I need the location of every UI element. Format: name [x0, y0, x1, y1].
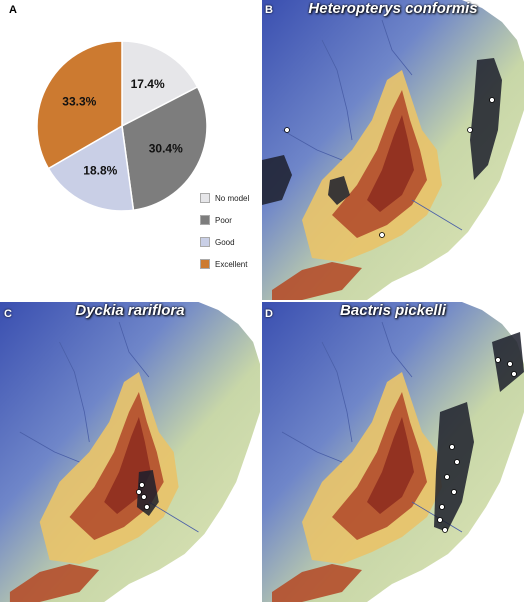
pie-label-poor: 30.4% [149, 142, 183, 156]
occurrence-point [444, 474, 450, 480]
species-title-d: Bactris pickelli [340, 302, 446, 319]
panel-label-c: C [4, 308, 12, 320]
pie-slice-good [47, 124, 135, 212]
occurrence-point [449, 444, 455, 450]
elevation-zone [367, 417, 414, 514]
predicted-distribution [328, 176, 350, 205]
species-title-b: Heteropterys conformis [308, 0, 478, 17]
map-panel-b: Heteropterys conformis [262, 0, 524, 300]
river-line [281, 129, 343, 161]
pie-slice-excellent [36, 40, 123, 170]
panel-label-d: D [265, 308, 273, 320]
occurrence-point [143, 504, 150, 510]
occurrence-point [467, 127, 473, 133]
occurrence-point [451, 489, 457, 495]
occurrence-point [507, 361, 513, 367]
predicted-distribution [470, 58, 502, 180]
predicted-distribution [136, 470, 159, 516]
elevation-zone [367, 115, 414, 212]
legend-label: No model [215, 193, 250, 203]
occurrence-point [140, 494, 147, 500]
river-line [148, 501, 199, 533]
map-panel-d: Bactris pickelli [262, 302, 524, 602]
legend-label: Poor [215, 215, 232, 225]
river-line [118, 321, 150, 378]
legend-swatch [200, 215, 210, 225]
species-title-c: Dyckia rariflora [75, 302, 185, 319]
occurrence-point [136, 489, 142, 495]
legend-item-good: Good [200, 234, 249, 250]
occurrence-point [495, 357, 501, 363]
predicted-distribution [262, 155, 292, 205]
panel-label-b: B [265, 4, 273, 16]
pie-slice-poor [121, 86, 208, 212]
occurrence-point [139, 482, 145, 488]
occurrence-point [442, 527, 448, 533]
river-line [321, 39, 353, 141]
elevation-zone [272, 564, 362, 602]
river-line [381, 321, 413, 378]
elevation-map-c [0, 302, 260, 602]
elevation-zone [272, 262, 362, 300]
occurrence-point [439, 504, 445, 510]
elevation-map-b [262, 0, 524, 300]
legend-item-poor: Poor [200, 212, 249, 228]
legend-item-excellent: Excellent [200, 256, 249, 272]
river-line [281, 431, 343, 463]
legend-swatch [200, 259, 210, 269]
elevation-map-d [262, 302, 524, 602]
occurrence-point [437, 517, 443, 523]
pie-label-good: 18.8% [83, 163, 117, 177]
pie-legend: No model Poor Good Excellent [200, 190, 249, 278]
river-line [59, 341, 90, 443]
elevation-zone [9, 564, 100, 602]
map-panel-c: Dyckia rariflora [0, 302, 260, 602]
occurrence-point [379, 232, 385, 238]
pie-label-no-model: 17.4% [131, 77, 165, 91]
legend-label: Excellent [215, 259, 248, 269]
legend-swatch [200, 237, 210, 247]
occurrence-point [284, 127, 290, 133]
river-line [321, 341, 353, 443]
occurrence-point [454, 459, 460, 465]
pie-chart: 17.4% 30.4% 18.8% 33.3% [36, 40, 208, 212]
river-line [381, 19, 413, 76]
pie-label-excellent: 33.3% [62, 94, 96, 108]
panel-label-a: A [9, 4, 17, 16]
pie-slice-no-model [121, 40, 199, 128]
occurrence-point [489, 97, 495, 103]
occurrence-point [511, 371, 517, 377]
legend-item-no-model: No model [200, 190, 249, 206]
river-line [19, 431, 80, 463]
legend-swatch [200, 193, 210, 203]
legend-label: Good [215, 237, 235, 247]
river-line [411, 199, 463, 231]
predicted-distribution [434, 402, 474, 532]
